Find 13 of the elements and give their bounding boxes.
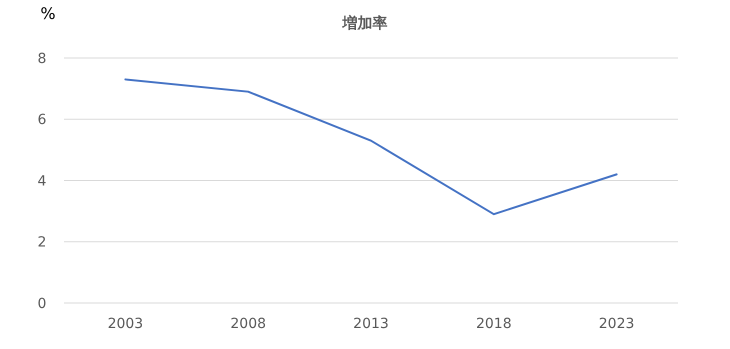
y-tick-label: 4 [38, 173, 47, 190]
chart-title: 増加率 [342, 14, 388, 32]
y-axis-title: % [40, 4, 56, 23]
x-tick-label: 2013 [353, 316, 389, 332]
x-tick-label: 2018 [476, 316, 512, 332]
y-tick-label: 2 [38, 234, 46, 251]
line-series [124, 78, 618, 216]
x-tick-label: 2023 [598, 316, 634, 332]
x-tick-label: 2003 [108, 316, 144, 332]
y-tick-label: 0 [38, 296, 46, 312]
y-tick-label: 6 [38, 112, 47, 128]
y-tick-label: 8 [38, 50, 46, 67]
x-tick-label: 2008 [230, 316, 266, 332]
